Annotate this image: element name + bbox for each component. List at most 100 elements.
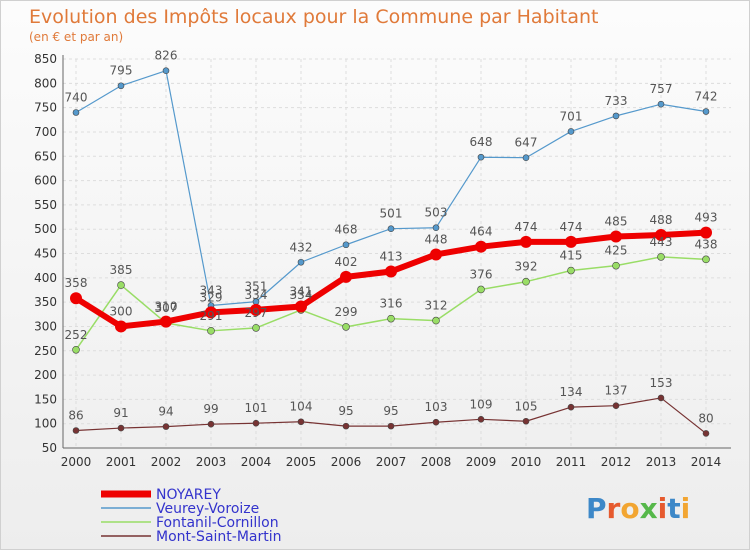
data-label: 448 <box>425 232 448 246</box>
data-label: 153 <box>650 376 673 390</box>
data-point <box>252 419 260 427</box>
data-label: 94 <box>158 405 173 419</box>
data-label: 468 <box>335 223 358 237</box>
data-labels: 86 91 94 99 101 104 95 95 103 109 105 134 137 153 80 25… <box>65 49 718 426</box>
data-label: 297 <box>245 306 268 320</box>
data-point <box>207 327 215 335</box>
data-label: 101 <box>245 401 268 415</box>
x-tick-label: 2013 <box>646 455 677 469</box>
data-point <box>610 230 622 243</box>
x-tick-label: 2009 <box>466 455 497 469</box>
data-label: 134 <box>560 385 583 399</box>
data-point <box>702 430 710 437</box>
data-point <box>477 416 485 423</box>
y-tick-label: 50 <box>42 441 57 455</box>
data-label: 402 <box>335 255 358 269</box>
data-label: 358 <box>65 276 88 290</box>
data-label: 334 <box>290 288 313 302</box>
x-tick-label: 2008 <box>421 455 452 469</box>
legend-label: Fontanil-Cornillon <box>156 515 279 531</box>
y-tick-label: 200 <box>34 368 57 382</box>
data-label: 742 <box>695 90 718 104</box>
x-tick-label: 2003 <box>196 455 227 469</box>
data-point <box>72 109 80 116</box>
data-point <box>657 253 665 261</box>
y-tick-label: 600 <box>34 174 57 188</box>
chart-subtitle: (en € et par an) <box>29 30 123 44</box>
data-point <box>342 241 350 249</box>
data-point <box>117 281 125 289</box>
data-point <box>655 229 667 242</box>
data-label: 432 <box>290 240 313 254</box>
proxiti-logo: Proxiti <box>586 492 690 525</box>
data-point <box>567 128 575 135</box>
x-tick-label: 2004 <box>241 455 272 469</box>
data-point <box>700 226 712 239</box>
data-point <box>567 403 575 411</box>
data-label: 310 <box>155 300 178 314</box>
data-point <box>252 324 260 332</box>
x-tick-label: 2005 <box>286 455 317 469</box>
data-label: 503 <box>425 206 448 220</box>
data-label: 648 <box>470 135 493 149</box>
data-point <box>477 285 485 294</box>
x-tick-label: 2000 <box>61 455 92 469</box>
y-tick-label: 550 <box>34 198 57 212</box>
y-tick-label: 500 <box>34 222 57 236</box>
data-label: 485 <box>605 214 628 228</box>
data-label: 474 <box>560 220 583 234</box>
data-point <box>160 315 172 328</box>
data-label: 415 <box>560 249 583 263</box>
y-tick-label: 150 <box>34 392 57 406</box>
x-tick-label: 2006 <box>331 455 362 469</box>
data-label: 464 <box>470 225 493 239</box>
data-point <box>612 261 620 270</box>
data-label: 757 <box>650 82 673 96</box>
data-label: 413 <box>380 249 403 263</box>
data-label: 95 <box>383 404 398 418</box>
data-label: 351 <box>245 280 268 294</box>
y-tick-label: 400 <box>34 271 57 285</box>
data-point <box>115 320 127 333</box>
y-tick-label: 800 <box>34 76 57 90</box>
data-point <box>207 420 215 428</box>
data-point <box>522 154 530 162</box>
data-label: 733 <box>605 94 628 108</box>
data-point <box>340 270 352 283</box>
data-label: 291 <box>200 309 223 323</box>
data-label: 91 <box>113 406 128 420</box>
y-tick-label: 650 <box>34 149 57 163</box>
data-point <box>612 112 620 120</box>
data-label: 80 <box>698 411 713 425</box>
data-point <box>522 417 530 425</box>
data-label: 105 <box>515 399 538 413</box>
data-point <box>702 108 710 115</box>
data-point <box>205 306 217 319</box>
data-point <box>565 235 577 248</box>
data-point <box>297 418 305 426</box>
data-label: 795 <box>110 64 133 78</box>
data-label: 300 <box>110 304 133 318</box>
data-label: 316 <box>380 297 403 311</box>
data-label: 104 <box>290 400 313 414</box>
data-point <box>387 314 395 323</box>
logo-text: Proxiti <box>586 492 690 525</box>
y-tick-label: 100 <box>34 417 57 431</box>
data-label: 307 <box>155 301 178 315</box>
data-point <box>612 402 620 409</box>
x-tick-label: 2001 <box>106 455 137 469</box>
y-tick-label: 300 <box>34 319 57 333</box>
data-point <box>522 277 530 286</box>
y-tick-label: 700 <box>34 125 57 139</box>
data-label: 299 <box>335 305 358 319</box>
data-point <box>567 266 575 275</box>
data-point <box>70 292 82 305</box>
data-point <box>657 100 665 108</box>
data-label: 385 <box>110 263 133 277</box>
data-label: 826 <box>155 49 178 63</box>
data-label: 137 <box>605 384 628 398</box>
data-point <box>162 423 170 430</box>
data-label: 329 <box>200 290 223 304</box>
data-point <box>520 235 532 248</box>
data-label: 392 <box>515 260 538 274</box>
